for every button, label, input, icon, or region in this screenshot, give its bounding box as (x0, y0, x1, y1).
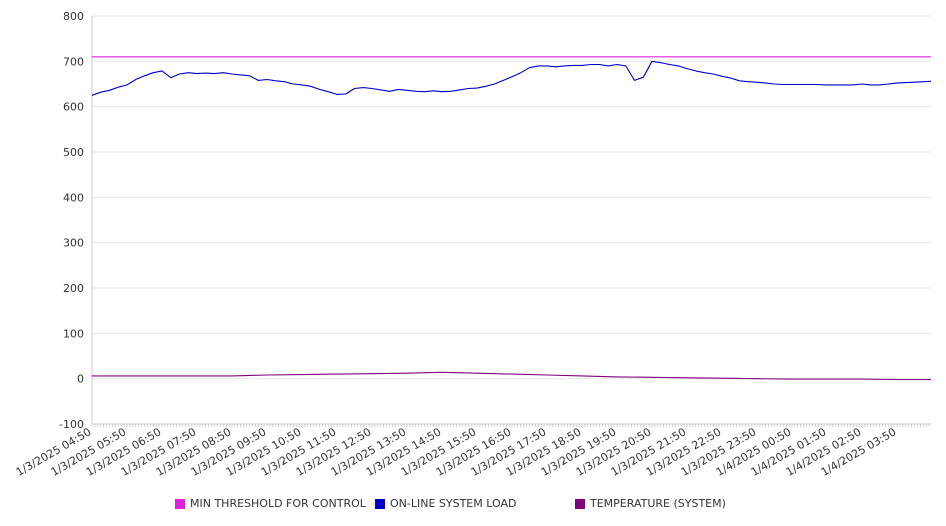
legend-label-min-threshold: MIN THRESHOLD FOR CONTROL (190, 497, 366, 510)
y-tick-label: -100 (59, 418, 84, 431)
y-tick-label: 0 (77, 373, 84, 386)
legend: MIN THRESHOLD FOR CONTROL ON-LINE SYSTEM… (0, 497, 946, 515)
legend-item-min-threshold: MIN THRESHOLD FOR CONTROL (175, 497, 366, 510)
y-tick-label: 200 (63, 282, 84, 295)
series-line-temperature (92, 371, 931, 381)
legend-swatch-temperature (575, 498, 585, 509)
series-line-system-load (91, 60, 932, 96)
legend-label-temperature: TEMPERATURE (SYSTEM) (590, 497, 726, 510)
y-tick-label: 100 (63, 327, 84, 340)
legend-item-system-load: ON-LINE SYSTEM LOAD (375, 497, 516, 510)
legend-label-system-load: ON-LINE SYSTEM LOAD (390, 497, 517, 510)
y-tick-label: 300 (63, 237, 84, 250)
y-tick-label: 700 (63, 55, 84, 68)
y-tick-label: 500 (63, 146, 84, 159)
legend-swatch-system-load (375, 498, 385, 509)
legend-item-temperature: TEMPERATURE (SYSTEM) (575, 497, 726, 510)
axes (91, 16, 931, 427)
x-axis-tick-labels: 1/3/2025 04:501/3/2025 05:501/3/2025 06:… (14, 425, 899, 479)
series-lines (91, 56, 932, 381)
gridlines (92, 15, 931, 380)
y-tick-label: 400 (63, 191, 84, 204)
y-tick-label: 600 (63, 101, 84, 114)
y-axis-tick-labels: -100 0 100 200 300 400 500 600 700 800 (59, 10, 84, 431)
legend-swatch-min-threshold (175, 498, 185, 509)
y-tick-label: 800 (63, 10, 84, 23)
